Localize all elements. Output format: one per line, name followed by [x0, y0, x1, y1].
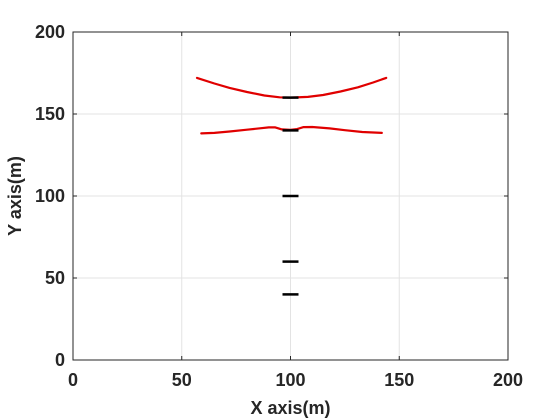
y-axis-label: Y axis(m): [5, 156, 25, 236]
y-tick-label: 150: [35, 104, 65, 124]
x-tick-label: 100: [275, 370, 305, 390]
x-tick-label: 150: [384, 370, 414, 390]
y-tick-label: 50: [45, 268, 65, 288]
x-tick-label: 0: [68, 370, 78, 390]
x-tick-label: 50: [172, 370, 192, 390]
y-tick-label: 200: [35, 22, 65, 42]
x-tick-labels: 0 50 100 150 200: [68, 370, 523, 390]
y-tick-labels: 0 50 100 150 200: [35, 22, 65, 370]
marker-layer: [282, 96, 299, 296]
y-tick-label: 100: [35, 186, 65, 206]
x-axis-label: X axis(m): [250, 398, 330, 418]
plot-frame: [72, 31, 509, 361]
y-tick-label: 0: [55, 350, 65, 370]
x-tick-label: 200: [493, 370, 523, 390]
